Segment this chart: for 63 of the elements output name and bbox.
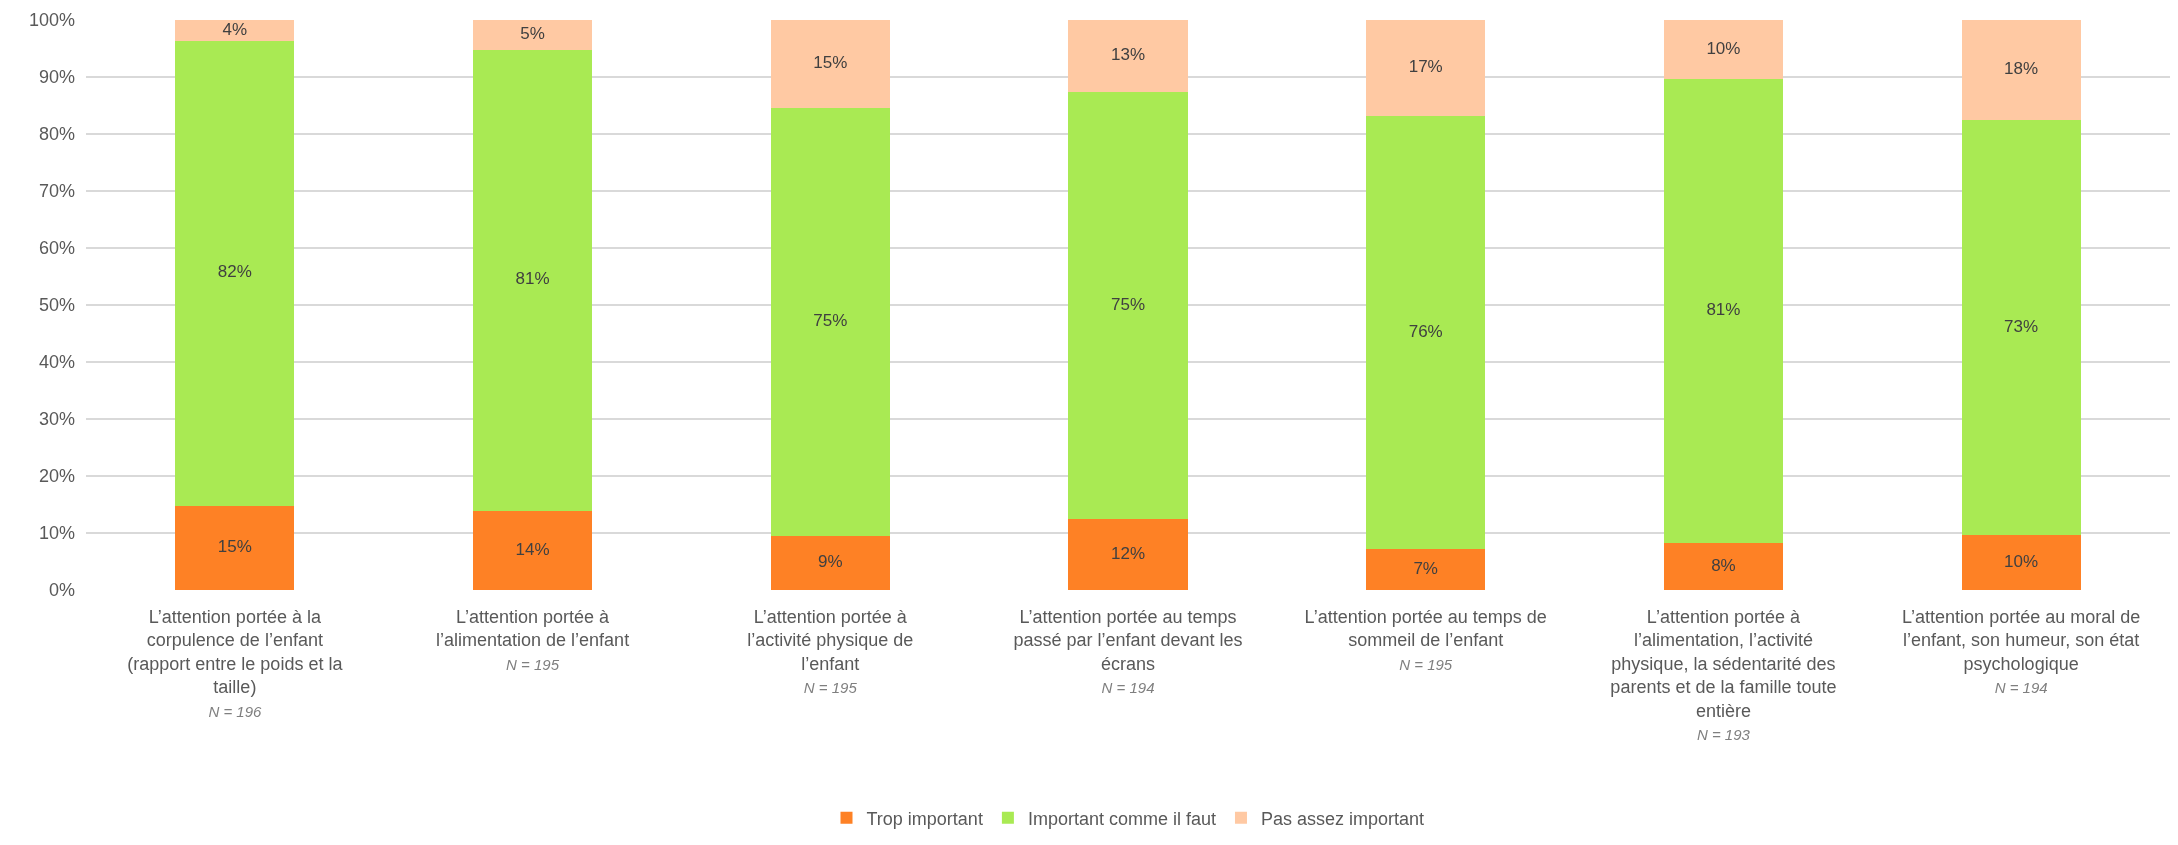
data-label: 15% xyxy=(813,53,848,73)
y-tick-label: 100% xyxy=(28,10,75,31)
x-tick-label: L’attention portée au moral de l’enfant, son humeur, son état psychologique N = 194 xyxy=(1902,607,2141,697)
x-tick-label: L’attention portée à l’alimentation de l’enfant N = 195 xyxy=(436,607,630,673)
data-label: 75% xyxy=(1110,295,1146,315)
x-tick-label: L’attention portée à l’activité physique de l’enfant N = 195 xyxy=(747,607,914,697)
bar xyxy=(1663,20,1783,80)
data-label: 75% xyxy=(813,311,848,331)
bar xyxy=(175,505,295,590)
data-label: 12% xyxy=(1110,543,1146,563)
x-tick-label: L’attention portée à l’alimentation, l’activité physique, la sédentarité des parents et de la famille toute entière N = 193 xyxy=(1610,607,1837,743)
y-tick-label: 0% xyxy=(48,580,75,601)
y-tick-label: 50% xyxy=(38,295,75,316)
y-tick-label: 80% xyxy=(38,124,75,145)
bar xyxy=(1068,92,1188,520)
legend-label: Trop important xyxy=(866,808,983,829)
data-label: 73% xyxy=(2004,316,2039,336)
y-tick-label: 40% xyxy=(38,352,75,373)
data-label: 76% xyxy=(1408,321,1443,341)
bar xyxy=(770,107,890,537)
bar xyxy=(1366,548,1486,590)
y-tick-label: 30% xyxy=(38,409,75,430)
bar xyxy=(1068,519,1188,590)
data-label: 9% xyxy=(818,552,843,572)
data-label: 81% xyxy=(1706,300,1741,320)
data-label: 4% xyxy=(222,19,248,39)
y-tick-label: 90% xyxy=(38,67,75,88)
y-tick-label: 70% xyxy=(38,181,75,202)
data-label: 5% xyxy=(520,24,545,44)
data-label: 10% xyxy=(2004,551,2039,571)
bar xyxy=(473,20,593,50)
y-tick-label: 60% xyxy=(38,238,75,259)
y-tick-label: 10% xyxy=(38,523,75,544)
data-label: 81% xyxy=(515,269,550,289)
data-label: 14% xyxy=(515,539,550,559)
x-tick-label: L’attention portée au temps de sommeil de l’enfant N = 195 xyxy=(1304,607,1547,673)
data-label: 18% xyxy=(2004,59,2039,79)
bar xyxy=(1961,20,2081,121)
bar xyxy=(1068,20,1188,93)
x-tick-label: L’attention portée au temps passé par l’enfant devant les écrans N = 194 xyxy=(1013,607,1243,697)
legend-label: Important comme il faut xyxy=(1027,808,1216,829)
data-label: 15% xyxy=(217,537,252,557)
bar xyxy=(1366,115,1486,549)
bar xyxy=(1663,542,1783,590)
bar xyxy=(1366,20,1486,116)
bar xyxy=(175,20,295,41)
bar xyxy=(1961,534,2081,590)
data-label: 8% xyxy=(1711,555,1736,575)
data-label: 82% xyxy=(217,262,252,282)
bar xyxy=(473,49,593,511)
bar xyxy=(175,40,295,506)
bar xyxy=(473,510,593,590)
data-label: 13% xyxy=(1110,45,1146,65)
legend-label: Pas assez important xyxy=(1260,808,1425,829)
bar xyxy=(1961,120,2081,535)
data-label: 17% xyxy=(1408,57,1443,77)
bar xyxy=(770,20,890,108)
bar xyxy=(1663,79,1783,543)
y-tick-label: 20% xyxy=(38,466,75,487)
x-tick-label: L’attention portée à la corpulence de l’enfant (rapport entre le poids et la taille) N = 196 xyxy=(127,607,344,720)
data-label: 7% xyxy=(1413,558,1438,578)
data-label: 10% xyxy=(1706,38,1741,58)
bar xyxy=(770,536,890,590)
